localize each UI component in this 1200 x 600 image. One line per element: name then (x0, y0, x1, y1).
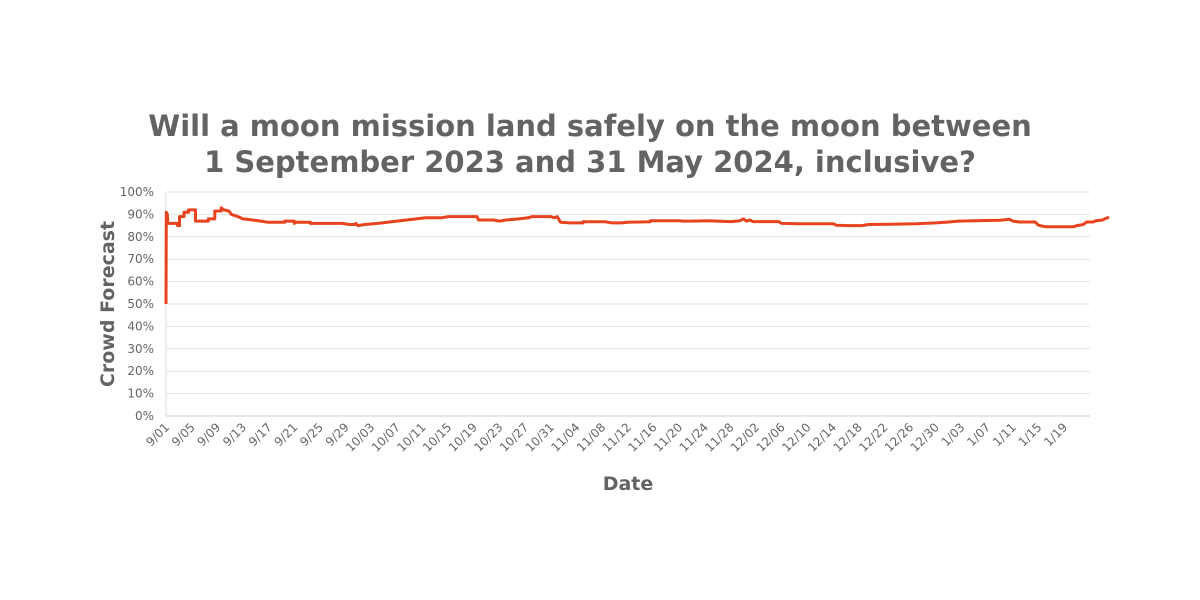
y-tick-label: 10% (127, 387, 154, 401)
y-tick-label: 20% (127, 364, 154, 378)
chart-title-line-1: Will a moon mission land safely on the m… (148, 109, 1032, 143)
x-tick-label: 1/11 (990, 420, 1019, 449)
x-axis-ticks: 9/019/059/099/139/179/219/259/2910/0310/… (143, 420, 1070, 454)
y-tick-label: 50% (127, 297, 154, 311)
x-tick-label: 1/19 (1041, 420, 1070, 449)
y-tick-label: 80% (127, 230, 154, 244)
x-tick-label: 9/13 (220, 420, 249, 449)
x-tick-label: 9/05 (169, 420, 198, 449)
y-tick-label: 90% (127, 207, 154, 221)
gridlines (166, 191, 1090, 395)
y-tick-label: 30% (127, 342, 154, 356)
forecast-line (164, 206, 1110, 305)
x-tick-label: 9/01 (143, 420, 172, 449)
chart-title: Will a moon mission land safely on the m… (0, 108, 1180, 180)
x-tick-label: 9/17 (246, 420, 275, 449)
chart-title-line-2: 1 September 2023 and 31 May 2024, inclus… (204, 145, 976, 179)
x-tick-label: 1/15 (1016, 420, 1045, 449)
y-axis-ticks: 0% 10% 20% 30% 40% 50% 60% 70% 80% 90% 100% (120, 185, 154, 423)
y-axis-label: Crowd Forecast (97, 221, 119, 387)
x-tick-label: 9/09 (194, 420, 223, 449)
x-axis-label: Date (603, 473, 654, 495)
y-tick-label: 40% (127, 319, 154, 333)
y-tick-label: 0% (135, 409, 154, 423)
x-tick-label: 12/30 (908, 420, 942, 454)
y-tick-label: 60% (127, 275, 154, 289)
y-tick-label: 100% (120, 185, 154, 199)
x-tick-label: 9/21 (271, 420, 300, 449)
x-tick-label: 1/03 (939, 420, 968, 449)
y-tick-label: 70% (127, 252, 154, 266)
x-tick-label: 1/07 (964, 420, 993, 449)
x-tick-label: 9/25 (297, 420, 326, 449)
